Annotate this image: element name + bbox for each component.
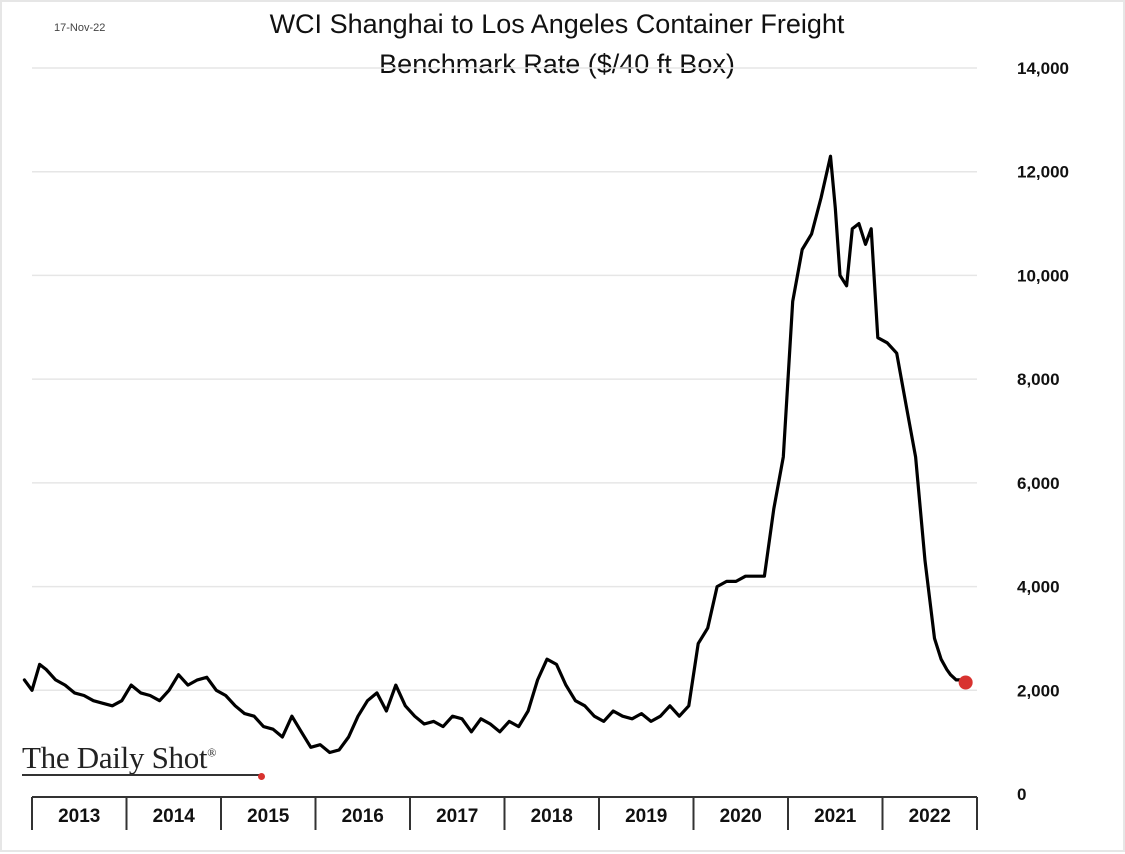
x-tick-label: 2013: [58, 806, 100, 827]
y-tick-label: 6,000: [1017, 474, 1060, 493]
last-point-marker: [958, 675, 973, 690]
brand-logo: The Daily Shot®: [22, 740, 216, 776]
x-tick-label: 2020: [720, 806, 762, 827]
y-tick-label: 12,000: [1017, 163, 1069, 182]
chart-title: WCI Shanghai to Los Angeles Container Fr…: [202, 4, 912, 84]
y-tick-label: 4,000: [1017, 578, 1060, 597]
series-layer: [22, 154, 973, 755]
x-axis: [31, 796, 978, 830]
y-tick-label: 0: [1017, 785, 1026, 804]
brand-underline: [22, 774, 262, 776]
series-line-0: [22, 154, 968, 755]
date-stamp: 17-Nov-22: [54, 22, 106, 34]
x-tick-label: 2019: [625, 806, 667, 827]
brand-name: The Daily Shot: [22, 740, 208, 775]
brand-dot-icon: [258, 773, 265, 780]
x-tick-label: 2016: [342, 806, 384, 827]
brand-registered-mark: ®: [207, 745, 217, 760]
y-tick-label: 2,000: [1017, 681, 1060, 700]
x-tick-label: 2014: [153, 806, 196, 827]
y-tick-label: 14,000: [1017, 59, 1069, 78]
x-tick-label: 2017: [436, 806, 478, 827]
grid-lines: [32, 67, 977, 692]
chart-title-line2: Benchmark Rate ($/40 ft Box): [379, 49, 735, 79]
y-tick-label: 8,000: [1017, 370, 1060, 389]
tick-labels: 0 2,000 4,000 6,000 8,000 10,000 12,000 14,000 2…: [58, 59, 1069, 827]
y-tick-label: 10,000: [1017, 266, 1069, 285]
x-tick-label: 2022: [909, 806, 951, 827]
x-tick-label: 2018: [531, 806, 573, 827]
x-tick-label: 2021: [814, 806, 857, 827]
chart-title-line1: WCI Shanghai to Los Angeles Container Fr…: [269, 9, 845, 39]
x-tick-label: 2015: [247, 806, 290, 827]
